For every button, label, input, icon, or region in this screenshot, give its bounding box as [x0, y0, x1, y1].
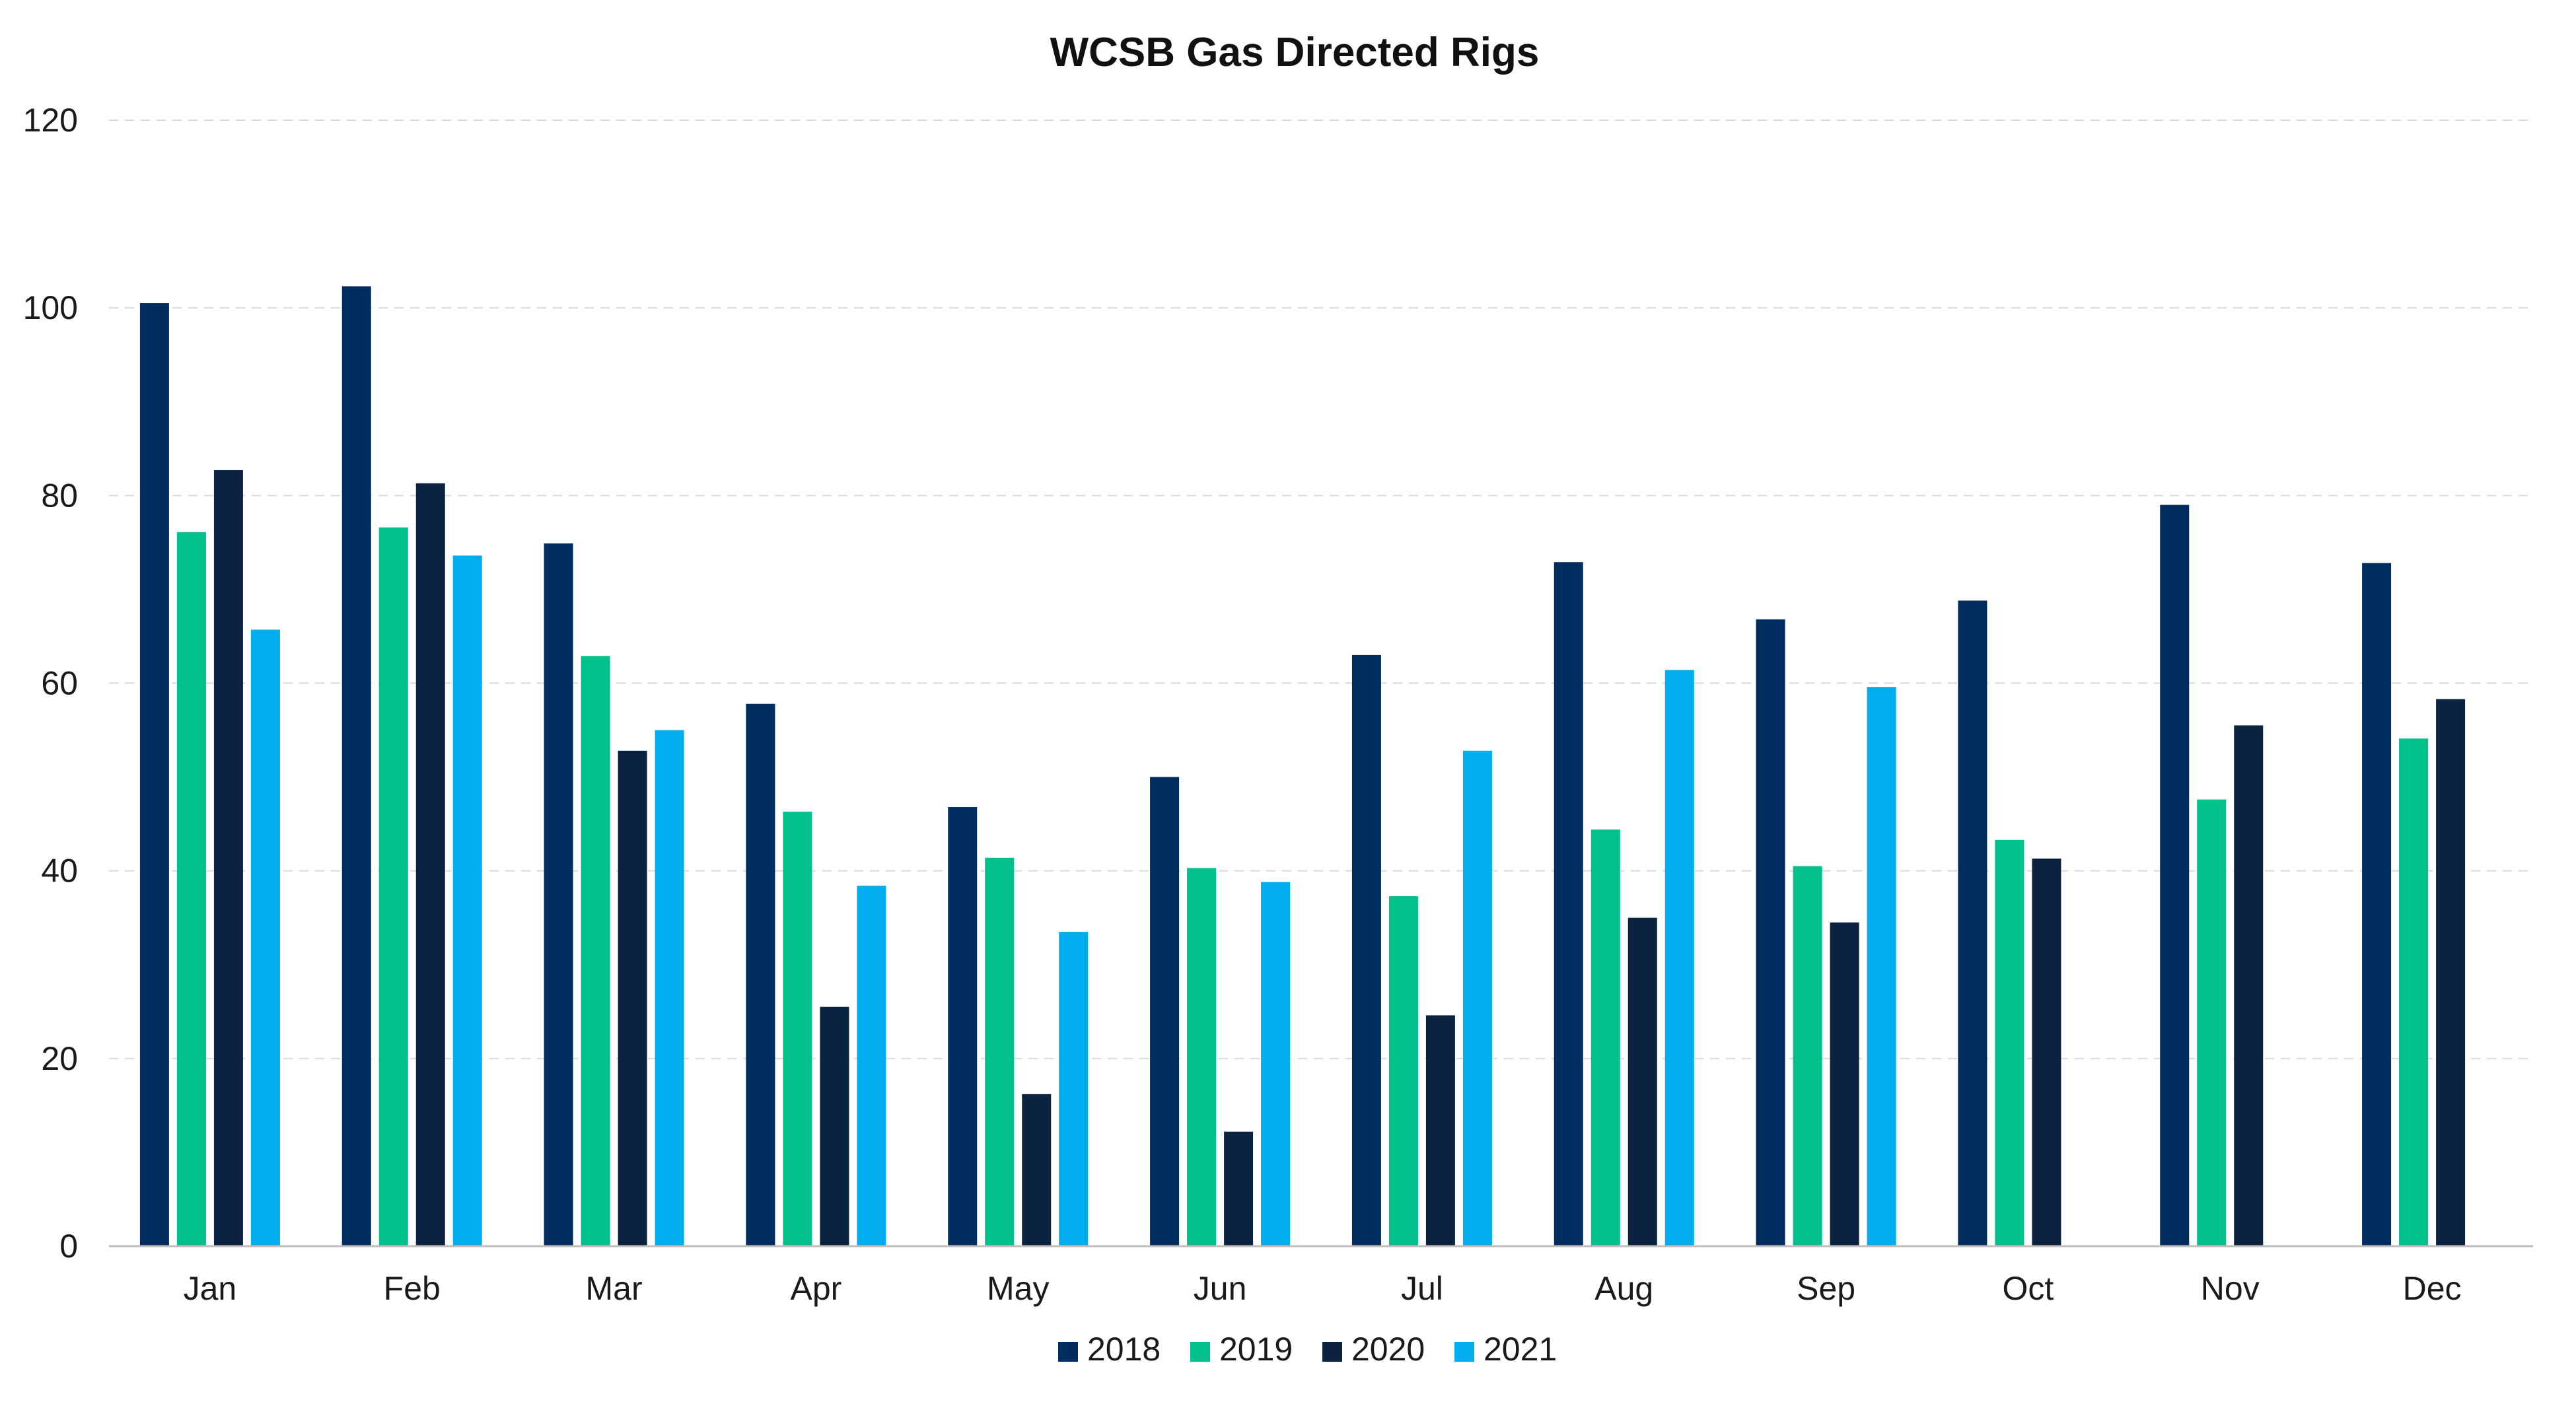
bar-2019-jul — [1388, 896, 1418, 1246]
x-tick-label-dec: Dec — [2403, 1270, 2462, 1307]
bar-2019-feb — [378, 527, 408, 1247]
bar-2020-mar — [618, 750, 647, 1246]
legend-swatch-2021 — [1454, 1342, 1474, 1362]
bar-2021-feb — [452, 555, 482, 1247]
bar-2021-mar — [655, 730, 684, 1246]
bar-2021-sep — [1867, 687, 1896, 1246]
bar-2018-mar — [544, 543, 573, 1246]
y-tick-label: 80 — [41, 477, 78, 514]
legend-swatch-2018 — [1058, 1342, 1078, 1362]
x-axis-ticks: Jan Feb Mar Apr May Jun Jul Aug Sep Oct Nov Dec — [184, 1270, 2462, 1307]
bar-2018-apr — [746, 703, 775, 1246]
legend-label-2020: 2020 — [1351, 1331, 1425, 1368]
gridlines — [109, 120, 2533, 1059]
bar-2020-dec — [2436, 699, 2466, 1246]
legend-label-2021: 2021 — [1484, 1331, 1557, 1368]
bar-2018-jul — [1351, 654, 1381, 1246]
bar-2019-jan — [176, 532, 206, 1246]
x-tick-label-may: May — [987, 1270, 1049, 1307]
y-tick-label: 0 — [59, 1228, 78, 1265]
x-tick-label-oct: Oct — [2003, 1270, 2054, 1307]
bar-2019-dec — [2399, 738, 2429, 1246]
bar-2021-apr — [857, 886, 886, 1246]
bar-2020-feb — [415, 483, 445, 1246]
bars — [139, 286, 2466, 1247]
bar-2019-sep — [1793, 866, 1822, 1246]
bar-2020-nov — [2234, 725, 2264, 1246]
y-tick-label: 120 — [23, 102, 78, 139]
bar-2020-oct — [2032, 859, 2061, 1246]
x-tick-label-nov: Nov — [2201, 1270, 2260, 1307]
legend-item-2021: 2021 — [1454, 1331, 1557, 1368]
bar-2021-jun — [1261, 882, 1291, 1246]
x-tick-label-jun: Jun — [1194, 1270, 1247, 1307]
bar-2018-may — [948, 807, 978, 1246]
x-tick-label-apr: Apr — [791, 1270, 842, 1307]
y-tick-label: 100 — [23, 289, 78, 326]
bar-2021-aug — [1664, 670, 1694, 1246]
bar-2021-jan — [250, 629, 280, 1246]
legend-label-2019: 2019 — [1219, 1331, 1293, 1368]
x-tick-label-feb: Feb — [384, 1270, 441, 1307]
x-tick-label-mar: Mar — [586, 1270, 643, 1307]
bar-2018-dec — [2362, 563, 2392, 1247]
bar-2019-jun — [1187, 868, 1217, 1246]
bar-2021-jul — [1462, 750, 1492, 1246]
x-tick-label-aug: Aug — [1594, 1270, 1653, 1307]
bar-2018-oct — [1958, 600, 1987, 1246]
bar-2020-jul — [1425, 1015, 1455, 1246]
legend-item-2019: 2019 — [1190, 1331, 1293, 1368]
bar-2018-jan — [139, 303, 169, 1246]
bar-2018-sep — [1756, 619, 1785, 1246]
x-tick-label-jul: Jul — [1401, 1270, 1443, 1307]
legend-label-2018: 2018 — [1087, 1331, 1161, 1368]
bar-2019-oct — [1995, 839, 2024, 1246]
y-tick-label: 60 — [41, 665, 78, 702]
bar-2020-aug — [1628, 917, 1657, 1246]
bar-2020-sep — [1830, 922, 1859, 1246]
bar-2019-apr — [783, 812, 812, 1246]
x-tick-label-jan: Jan — [184, 1270, 237, 1307]
chart-title: WCSB Gas Directed Rigs — [1050, 30, 1540, 75]
bar-2020-apr — [820, 1006, 849, 1246]
bar-2018-jun — [1150, 777, 1180, 1246]
legend-item-2018: 2018 — [1058, 1331, 1161, 1368]
bar-2019-nov — [2197, 799, 2227, 1246]
bar-2021-may — [1059, 932, 1089, 1246]
x-tick-label-sep: Sep — [1797, 1270, 1855, 1307]
legend-swatch-2019 — [1190, 1342, 1210, 1362]
y-tick-label: 40 — [41, 853, 78, 890]
bar-2020-jan — [213, 470, 243, 1246]
bar-2018-aug — [1554, 562, 1583, 1246]
bar-2018-feb — [341, 286, 371, 1246]
bar-2018-nov — [2160, 505, 2190, 1246]
bar-2019-may — [985, 857, 1015, 1246]
bar-2020-may — [1022, 1094, 1052, 1246]
legend-item-2020: 2020 — [1322, 1331, 1425, 1368]
bar-2020-jun — [1224, 1131, 1254, 1246]
bar-2019-mar — [581, 656, 610, 1246]
legend: 2018 2019 2020 2021 — [1058, 1331, 1557, 1368]
y-axis-ticks: 0 20 40 60 80 100 120 — [23, 102, 78, 1265]
legend-swatch-2020 — [1322, 1342, 1342, 1362]
bar-2019-aug — [1591, 829, 1620, 1246]
y-tick-label: 20 — [41, 1040, 78, 1077]
